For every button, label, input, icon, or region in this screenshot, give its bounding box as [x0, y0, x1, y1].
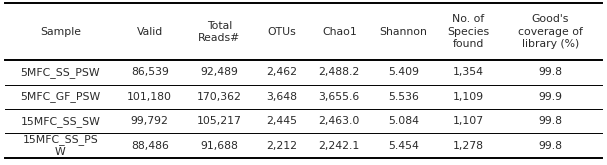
Text: 170,362: 170,362 — [197, 92, 242, 102]
Text: 1,354: 1,354 — [453, 67, 484, 77]
Text: 1,107: 1,107 — [452, 116, 484, 126]
Text: Sample: Sample — [40, 27, 81, 37]
Text: OTUs: OTUs — [268, 27, 296, 37]
Text: 2,488.2: 2,488.2 — [319, 67, 360, 77]
Text: 99.8: 99.8 — [538, 67, 562, 77]
Text: 2,445: 2,445 — [266, 116, 297, 126]
Text: Valid: Valid — [137, 27, 163, 37]
Text: 3,648: 3,648 — [266, 92, 297, 102]
Text: 5MFC_GF_PSW: 5MFC_GF_PSW — [20, 91, 100, 102]
Text: 5.536: 5.536 — [388, 92, 419, 102]
Text: 2,463.0: 2,463.0 — [319, 116, 360, 126]
Text: 2,212: 2,212 — [266, 141, 297, 151]
Text: Total
Reads#: Total Reads# — [198, 21, 240, 43]
Text: Shannon: Shannon — [380, 27, 427, 37]
Text: 105,217: 105,217 — [197, 116, 242, 126]
Text: Good's
coverage of
library (%): Good's coverage of library (%) — [518, 14, 583, 49]
Text: 2,242.1: 2,242.1 — [319, 141, 360, 151]
Text: 5MFC_SS_PSW: 5MFC_SS_PSW — [21, 67, 100, 78]
Text: 99.8: 99.8 — [538, 116, 562, 126]
Text: 99.9: 99.9 — [538, 92, 562, 102]
Text: 15MFC_SS_PS
W: 15MFC_SS_PS W — [22, 134, 98, 157]
Text: 101,180: 101,180 — [127, 92, 172, 102]
Text: 2,462: 2,462 — [266, 67, 297, 77]
Text: No. of
Species
found: No. of Species found — [447, 14, 489, 49]
Text: 5.084: 5.084 — [388, 116, 419, 126]
Text: 1,109: 1,109 — [452, 92, 484, 102]
Text: 5.454: 5.454 — [388, 141, 419, 151]
Text: 99.8: 99.8 — [538, 141, 562, 151]
Text: 86,539: 86,539 — [131, 67, 169, 77]
Text: Chao1: Chao1 — [322, 27, 357, 37]
Text: 15MFC_SS_SW: 15MFC_SS_SW — [21, 116, 100, 127]
Text: 99,792: 99,792 — [131, 116, 169, 126]
Text: 88,486: 88,486 — [131, 141, 169, 151]
Text: 91,688: 91,688 — [200, 141, 239, 151]
Text: 3,655.6: 3,655.6 — [319, 92, 360, 102]
Text: 5.409: 5.409 — [388, 67, 419, 77]
Text: 1,278: 1,278 — [453, 141, 484, 151]
Text: 92,489: 92,489 — [200, 67, 239, 77]
